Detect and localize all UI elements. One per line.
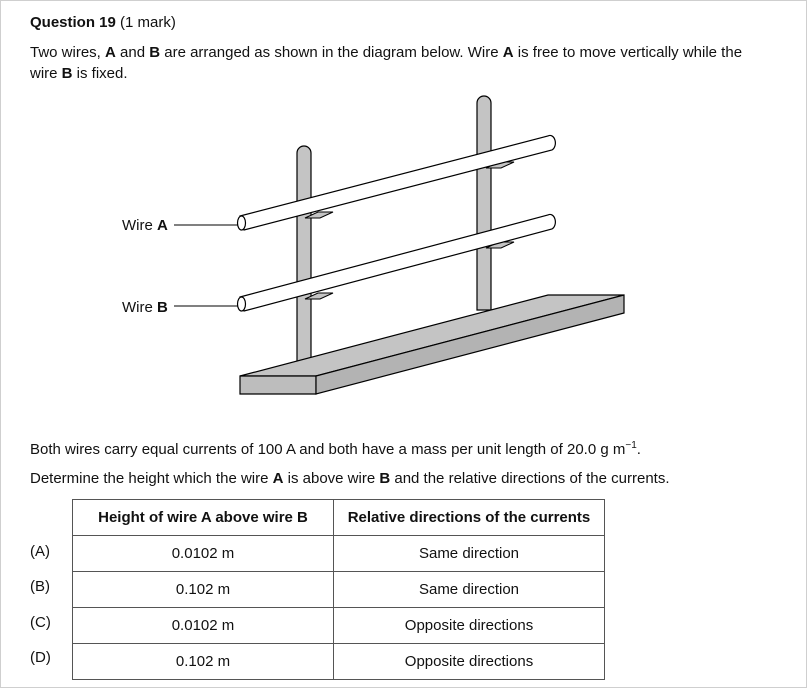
question-marks: (1 mark) [120, 14, 176, 31]
intro-text-1: Two wires, [30, 44, 106, 61]
intro-wire-b-2: B [61, 65, 73, 82]
direction-cell: Same direction [333, 535, 605, 572]
left-post [296, 145, 312, 363]
intro-text-5: is fixed. [72, 65, 128, 82]
prompt-text-2: is above wire [283, 470, 380, 487]
wire-a-label: Wire A [122, 217, 168, 234]
intro-text-3: are arranged as shown in the diagram bel… [160, 44, 503, 61]
intro-text-2: and [115, 44, 150, 61]
intro-text-4: is free to move vertically while the wir… [30, 44, 743, 82]
question-number: Question 19 [30, 14, 116, 31]
wires-diagram: Wire A Wire B [122, 95, 625, 395]
direction-cell: Opposite directions [333, 643, 605, 680]
header-direction: Relative directions of the currents [333, 499, 605, 536]
option-label-c[interactable]: (C) [30, 614, 51, 631]
height-cell: 0.0102 m [72, 535, 334, 572]
intro-wire-a-2: A [502, 44, 514, 61]
base-front [239, 375, 317, 395]
table-row[interactable]: 0.0102 m Opposite directions [72, 607, 605, 644]
prompt-text-3: and the relative directions of the curre… [390, 470, 670, 487]
table-row[interactable]: 0.102 m Same direction [72, 571, 605, 608]
prompt-wire-b: B [379, 470, 391, 487]
option-label-a[interactable]: (A) [30, 543, 50, 560]
option-label-b[interactable]: (B) [30, 578, 50, 595]
table-header-row: Height of wire A above wire B Relative d… [72, 499, 605, 536]
intro-wire-b: B [149, 44, 161, 61]
height-cell: 0.0102 m [72, 607, 334, 644]
question-prompt: Determine the height which the wire A is… [30, 470, 670, 487]
right-post [476, 95, 492, 311]
clamp-wire-a-left [304, 211, 334, 219]
wire-a-rod [239, 134, 556, 231]
wire-b-end [236, 296, 247, 312]
prompt-wire-a: A [272, 470, 284, 487]
wire-b-label: Wire B [122, 299, 168, 316]
question-title: Question 19 (1 mark) [30, 14, 176, 31]
wire-b-rod [239, 213, 556, 312]
header-height: Height of wire A above wire B [72, 499, 334, 536]
clamp-wire-b-left [304, 292, 334, 300]
height-cell: 0.102 m [72, 643, 334, 680]
height-cell: 0.102 m [72, 571, 334, 608]
intro-wire-a: A [105, 44, 116, 61]
given-info: Both wires carry equal currents of 100 A… [30, 440, 641, 458]
option-label-d[interactable]: (D) [30, 649, 51, 666]
question-intro: Two wires, A and B are arranged as shown… [30, 42, 770, 84]
given-info-end: . [636, 441, 641, 458]
given-info-exponent: −1 [625, 440, 637, 451]
prompt-text-1: Determine the height which the wire [30, 470, 273, 487]
answer-table: Height of wire A above wire B Relative d… [72, 499, 605, 680]
wire-a-end [236, 215, 247, 231]
table-row[interactable]: 0.102 m Opposite directions [72, 643, 605, 680]
direction-cell: Same direction [333, 571, 605, 608]
direction-cell: Opposite directions [333, 607, 605, 644]
base-side [315, 294, 625, 395]
table-row[interactable]: 0.0102 m Same direction [72, 535, 605, 572]
given-info-text: Both wires carry equal currents of 100 A… [30, 441, 626, 458]
